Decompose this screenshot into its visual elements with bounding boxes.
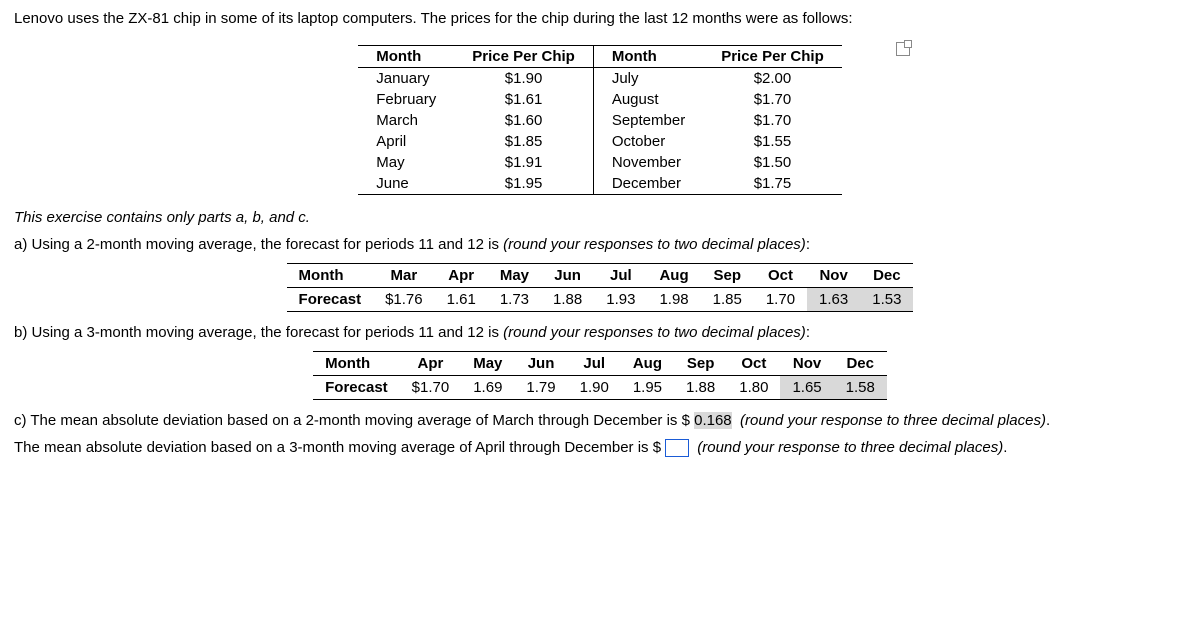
ft-value: 1.88: [674, 376, 727, 400]
ft-value: 1.69: [461, 376, 514, 400]
pt-cell: $1.90: [454, 68, 593, 90]
ft-value: $1.70: [400, 376, 462, 400]
a-colon: :: [806, 236, 810, 253]
ft-month: Dec: [860, 264, 913, 288]
pt-cell: October: [593, 131, 703, 152]
ft-month: Aug: [621, 352, 674, 376]
pt-cell: December: [593, 173, 703, 195]
ft-rowhead: Forecast: [287, 288, 374, 312]
a-it: (round your responses to two decimal pla…: [503, 236, 806, 253]
ft-value: 1.70: [754, 288, 807, 312]
ft-value: 1.65: [780, 376, 833, 400]
ft-value: 1.88: [541, 288, 594, 312]
pt-cell: May: [358, 152, 454, 173]
pt-cell: $1.61: [454, 89, 593, 110]
ft-month: May: [488, 264, 541, 288]
pt-cell: $2.00: [703, 68, 842, 90]
pt-cell: March: [358, 110, 454, 131]
mad-3month-input[interactable]: [665, 439, 689, 457]
ft-month: Jul: [594, 264, 647, 288]
pt-cell: April: [358, 131, 454, 152]
pt-cell: November: [593, 152, 703, 173]
ft-month: Nov: [807, 264, 860, 288]
pt-cell: January: [358, 68, 454, 90]
ft-month: Aug: [647, 264, 700, 288]
ft-value: 1.80: [727, 376, 780, 400]
ft-value: 1.85: [701, 288, 754, 312]
intro-text: Lenovo uses the ZX-81 chip in some of it…: [14, 10, 1186, 27]
pt-cell: $1.55: [703, 131, 842, 152]
ft-value: 1.58: [834, 376, 887, 400]
c1-answer: 0.168: [694, 412, 732, 429]
part-c-line1: c) The mean absolute deviation based on …: [14, 412, 1186, 429]
c1-dot: .: [1046, 412, 1050, 429]
forecast-table-b: MonthAprMayJunJulAugSepOctNovDec Forecas…: [313, 351, 887, 400]
c2-pre: The mean absolute deviation based on a 3…: [14, 439, 661, 456]
ft-month: Jun: [541, 264, 594, 288]
pt-h1: Month: [358, 46, 454, 68]
ft-rowhead: Month: [287, 264, 374, 288]
ft-month: Apr: [400, 352, 462, 376]
ft-value: 1.93: [594, 288, 647, 312]
price-table: Month Price Per Chip Month Price Per Chi…: [358, 45, 842, 195]
ft-value: $1.76: [373, 288, 435, 312]
forecast-table-a: MonthMarAprMayJunJulAugSepOctNovDec Fore…: [287, 263, 914, 312]
pt-cell: September: [593, 110, 703, 131]
part-b-prompt: b) Using a 3-month moving average, the f…: [14, 324, 1186, 341]
pt-cell: $1.70: [703, 89, 842, 110]
ft-month: Apr: [435, 264, 488, 288]
pt-cell: $1.91: [454, 152, 593, 173]
pt-h4: Price Per Chip: [703, 46, 842, 68]
pt-cell: July: [593, 68, 703, 90]
ft-value: 1.79: [514, 376, 567, 400]
ft-month: Mar: [373, 264, 435, 288]
a-pre: a) Using a 2-month moving average, the f…: [14, 236, 503, 253]
pt-cell: $1.50: [703, 152, 842, 173]
c1-it: (round your response to three decimal pl…: [740, 412, 1046, 429]
ft-month: Oct: [727, 352, 780, 376]
pt-cell: June: [358, 173, 454, 195]
pt-cell: $1.60: [454, 110, 593, 131]
ft-month: Oct: [754, 264, 807, 288]
ft-value: 1.90: [568, 376, 621, 400]
ft-month: Dec: [834, 352, 887, 376]
b-pre: b) Using a 3-month moving average, the f…: [14, 324, 503, 341]
pt-cell: February: [358, 89, 454, 110]
b-colon: :: [806, 324, 810, 341]
part-a-prompt: a) Using a 2-month moving average, the f…: [14, 236, 1186, 253]
ft-rowhead: Month: [313, 352, 400, 376]
part-c-line2: The mean absolute deviation based on a 3…: [14, 439, 1186, 457]
pt-cell: $1.70: [703, 110, 842, 131]
pt-cell: August: [593, 89, 703, 110]
ft-value: 1.61: [435, 288, 488, 312]
b-it: (round your responses to two decimal pla…: [503, 324, 806, 341]
ft-value: 1.63: [807, 288, 860, 312]
ft-month: Sep: [701, 264, 754, 288]
ft-month: Jul: [568, 352, 621, 376]
ft-value: 1.95: [621, 376, 674, 400]
parts-note: This exercise contains only parts a, b, …: [14, 209, 1186, 226]
ft-month: Sep: [674, 352, 727, 376]
pt-h3: Month: [593, 46, 703, 68]
ft-month: Nov: [780, 352, 833, 376]
c2-it: (round your response to three decimal pl…: [697, 439, 1003, 456]
ft-value: 1.53: [860, 288, 913, 312]
c1-pre: c) The mean absolute deviation based on …: [14, 412, 694, 429]
pt-cell: $1.75: [703, 173, 842, 195]
pt-cell: $1.85: [454, 131, 593, 152]
ft-rowhead: Forecast: [313, 376, 400, 400]
ft-value: 1.73: [488, 288, 541, 312]
pt-h2: Price Per Chip: [454, 46, 593, 68]
ft-month: May: [461, 352, 514, 376]
ft-month: Jun: [514, 352, 567, 376]
pt-cell: $1.95: [454, 173, 593, 195]
ft-value: 1.98: [647, 288, 700, 312]
popout-icon[interactable]: [896, 42, 910, 56]
c2-dot: .: [1003, 439, 1007, 456]
